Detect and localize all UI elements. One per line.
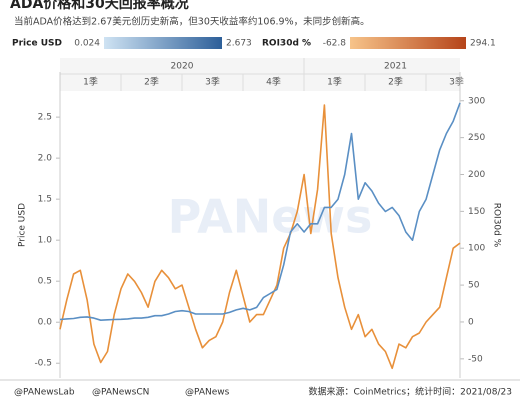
series-line bbox=[59, 104, 461, 370]
legend-min: 0.024 bbox=[74, 39, 100, 49]
legend-gradient bbox=[104, 37, 222, 49]
watermark: PANews bbox=[168, 190, 373, 244]
y-axis-label: Price USD bbox=[18, 203, 28, 247]
y2-tick-label: -50 bbox=[468, 354, 483, 364]
quarter-label: 3季 bbox=[449, 76, 464, 88]
legend-label: ROI30d % bbox=[262, 39, 311, 49]
footer-handle: @PANewsLab bbox=[14, 388, 75, 398]
quarter-label: 2季 bbox=[144, 76, 159, 88]
y-tick-label: 0.5 bbox=[38, 277, 52, 287]
chart-title: ADA价格和30天回报率概况 bbox=[10, 0, 189, 12]
y-tick-label: 2.0 bbox=[38, 154, 53, 164]
legend-label: Price USD bbox=[12, 39, 62, 49]
y-tick-label: 1.5 bbox=[38, 195, 52, 205]
year-label: 2021 bbox=[384, 62, 407, 72]
y-tick-label: 1.0 bbox=[38, 236, 53, 246]
series-line bbox=[59, 102, 461, 321]
y2-tick-label: 0 bbox=[468, 317, 474, 327]
legend-max: 2.673 bbox=[226, 39, 252, 49]
footer-handle: @PANews bbox=[185, 388, 230, 398]
y2-tick-label: 50 bbox=[468, 281, 480, 291]
y2-tick-label: 300 bbox=[468, 96, 485, 106]
legend-gradient bbox=[350, 37, 466, 49]
quarter-label: 2季 bbox=[388, 76, 403, 88]
year-label: 2020 bbox=[171, 62, 194, 72]
legend-min: -62.8 bbox=[323, 39, 347, 49]
y-tick-label: -0.5 bbox=[34, 359, 52, 369]
y2-tick-label: 150 bbox=[468, 207, 485, 217]
y-tick-label: 2.5 bbox=[38, 113, 52, 123]
y2-tick-label: 100 bbox=[468, 244, 485, 254]
quarter-label: 4季 bbox=[266, 76, 281, 88]
subtitle: 当前ADA价格达到2.67美元创历史新高，但30天收益率约106.9%，未同步创… bbox=[14, 16, 370, 28]
footer-source: 数据来源：CoinMetrics；统计时间：2021/08/23 bbox=[308, 386, 512, 398]
legend-max: 294.1 bbox=[470, 39, 496, 49]
y2-axis-label: ROI30d % bbox=[492, 203, 502, 248]
quarter-label: 1季 bbox=[327, 76, 342, 88]
y2-tick-label: 250 bbox=[468, 133, 485, 143]
y2-tick-label: 200 bbox=[468, 170, 485, 180]
quarter-label: 3季 bbox=[205, 76, 220, 88]
y-tick-label: 0.0 bbox=[38, 318, 53, 328]
quarter-label: 1季 bbox=[83, 76, 98, 88]
footer-handle: @PANewsCN bbox=[92, 388, 149, 398]
